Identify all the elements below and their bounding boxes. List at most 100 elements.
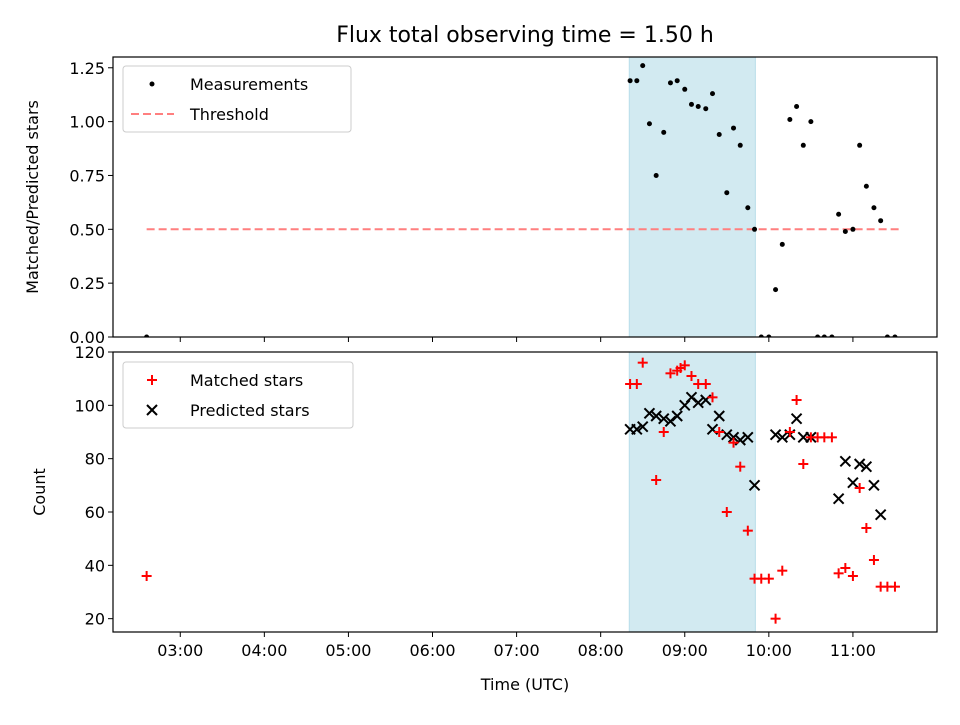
measurements-legend-marker [149,81,155,87]
predicted-stars-legend-marker [146,404,158,416]
measurement-point [667,80,673,86]
predicted-star-point [727,431,740,444]
matched-star-point [721,507,732,517]
matched-stars-legend-marker [147,375,157,385]
matched-stars-series [141,357,900,624]
x-axis: 03:00 04:00 05:00 06:00 07:00 08:00 09:00 10:00… [157,337,876,660]
matched-star-point [141,571,152,581]
bottom-panel: 20 40 60 80 100 120 03:00 04:00 05:00 06:00 07:00… [30,337,938,694]
measurement-point [850,226,856,232]
matched-star-point [714,427,725,437]
measurement-point [716,132,722,138]
matched-star-point [700,379,711,389]
measurement-point [653,172,659,178]
predicted-star-point [847,476,859,489]
x-tick-label: 04:00 [241,641,287,660]
top-y-axis-label: Matched/Predicted stars [23,100,42,294]
measurement-point [787,116,793,122]
matched-star-point [826,432,837,443]
x-tick-label: 10:00 [746,641,792,660]
top-y-axis: 0.00 0.25 0.50 0.75 1.00 1.25 [69,59,113,347]
measurement-point [857,142,863,148]
predicted-star-point [637,420,649,433]
measurement-point [815,334,821,337]
predicted-star-point [769,428,782,441]
x-axis-label: Time (UTC) [480,675,569,694]
x-tick-label: 07:00 [494,641,540,660]
matched-star-point [658,427,669,437]
measurement-point [871,205,877,211]
bottom-legend: Matched stars Predicted stars [122,361,354,429]
predicted-star-point [839,455,852,468]
x-tick-label: 06:00 [409,641,455,660]
matched-star-point [770,613,781,624]
measurement-point [878,218,884,224]
matched-star-point [784,427,795,437]
predicted-stars-series [624,391,887,521]
measurement-point [661,129,667,135]
matched-star-point [679,360,690,371]
measurement-point [779,241,785,247]
matched-star-point [854,483,865,493]
matched-star-point [840,563,851,573]
bottom-legend-box [122,361,354,429]
measurement-point [646,121,652,127]
measurement-point [808,119,814,125]
predicted-star-point [713,410,725,422]
matched-star-point [777,565,788,576]
top-panel: Flux total observing time = 1.50 h 0.000… [23,23,938,347]
x-tick-label: 08:00 [578,641,624,660]
measurement-point [863,183,869,189]
matched-star-point [651,475,662,485]
measurement-point [640,63,646,69]
measurement-point [688,101,694,107]
measurements-series [144,63,898,337]
x-tick-label: 09:00 [662,641,708,660]
measurement-point [800,142,806,148]
predicted-star-point [790,412,803,425]
predicted-star-point [832,492,845,505]
measurement-point [794,104,800,110]
top-y-tick-label: 0.50 [69,220,105,239]
matched-star-point [763,573,774,584]
bottom-y-tick-label: 80 [85,450,105,469]
measurements-legend-label: Measurements [190,75,308,94]
matched-star-point [631,379,642,389]
matched-star-point [861,523,872,533]
top-y-tick-label: 1.25 [69,59,105,78]
matched-star-point [798,459,809,469]
measurement-point [884,334,890,337]
matched-star-point [637,357,648,368]
top-shaded-interval [628,56,756,338]
matched-star-point [791,395,802,405]
x-tick-label: 05:00 [325,641,371,660]
predicted-star-point [671,410,683,422]
predicted-star-point [643,407,656,420]
matched-star-point [889,581,900,592]
measurement-point [752,226,758,232]
top-legend: Measurements Threshold [122,65,352,133]
measurement-point [674,78,680,84]
matched-star-point [742,525,753,536]
measurement-point [737,142,743,148]
measurement-point [829,334,835,337]
predicted-star-point [868,479,880,492]
measurement-point [758,334,764,337]
measurement-point [842,228,848,234]
threshold-legend-label: Threshold [189,105,269,124]
measurement-point [821,334,827,337]
matched-star-point [735,461,746,472]
bottom-shaded-interval [628,351,756,633]
bottom-y-tick-label: 40 [85,556,105,575]
matched-star-point [833,568,844,579]
predicted-star-point [658,412,670,425]
predicted-star-point [874,508,887,521]
predicted-stars-legend-label: Predicted stars [190,401,310,420]
predicted-star-point [776,431,788,444]
top-y-tick-label: 1.00 [69,113,105,132]
chart-title: Flux total observing time = 1.50 h [336,23,714,48]
predicted-star-point [860,460,873,473]
measurement-point [731,125,737,131]
